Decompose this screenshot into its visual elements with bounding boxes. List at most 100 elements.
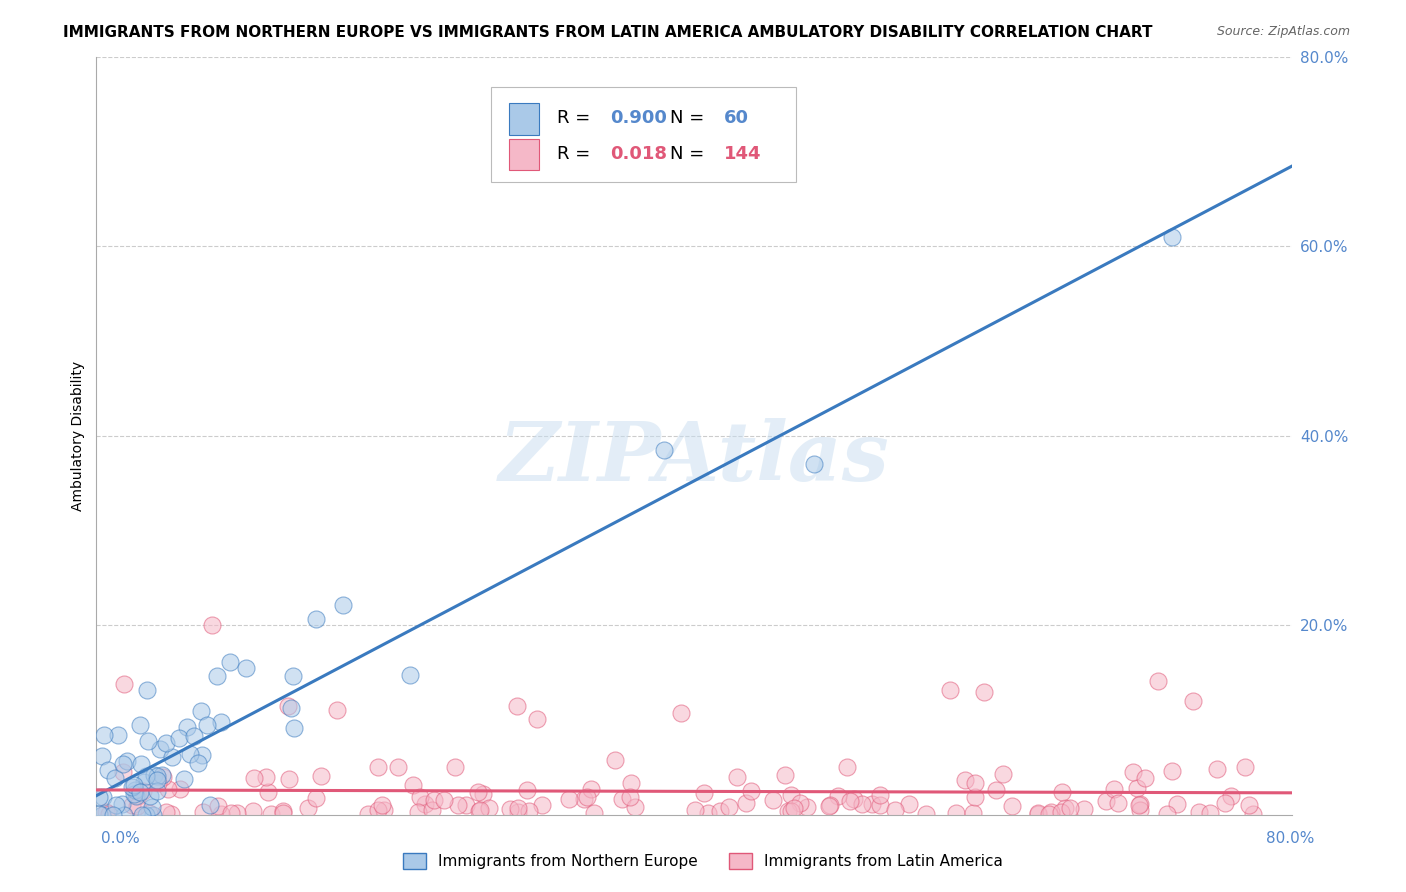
Point <box>697 806 720 821</box>
Point <box>671 706 693 721</box>
Point <box>138 805 160 820</box>
Point <box>129 785 152 799</box>
Point <box>422 793 444 807</box>
Point <box>558 792 581 806</box>
Point <box>838 794 860 808</box>
Point <box>136 733 159 747</box>
Point <box>447 797 470 812</box>
Text: 144: 144 <box>724 145 762 162</box>
Point <box>467 804 489 818</box>
Text: Source: ZipAtlas.com: Source: ZipAtlas.com <box>1216 25 1350 38</box>
Point <box>101 807 124 822</box>
Point <box>1107 796 1129 810</box>
Point <box>773 768 796 782</box>
Point <box>332 599 354 613</box>
Point <box>1241 807 1264 822</box>
Point <box>820 798 842 813</box>
Point <box>652 442 675 457</box>
Point <box>193 805 215 820</box>
Point <box>117 755 139 769</box>
Point <box>297 801 319 815</box>
Point <box>783 801 806 815</box>
Point <box>709 805 731 819</box>
Point <box>176 720 198 734</box>
Point <box>187 756 209 770</box>
Legend: Immigrants from Northern Europe, Immigrants from Latin America: Immigrants from Northern Europe, Immigra… <box>396 847 1010 875</box>
Point <box>762 793 785 807</box>
Point <box>683 803 706 817</box>
Point <box>135 769 157 783</box>
Point <box>953 772 976 787</box>
Point <box>183 729 205 743</box>
Point <box>197 718 219 732</box>
Point <box>851 797 873 812</box>
Point <box>173 772 195 786</box>
Point <box>207 798 229 813</box>
Point <box>371 798 394 813</box>
Point <box>576 789 599 804</box>
Point <box>124 783 146 797</box>
Point <box>142 768 165 782</box>
Text: 0.018: 0.018 <box>610 145 668 162</box>
Point <box>155 805 177 819</box>
Text: 0.900: 0.900 <box>610 109 668 127</box>
Point <box>271 805 294 820</box>
Point <box>869 797 891 812</box>
Point <box>94 805 117 820</box>
Point <box>277 698 299 713</box>
Point <box>91 749 114 764</box>
Point <box>506 801 529 815</box>
Point <box>146 784 169 798</box>
Point <box>778 804 800 818</box>
Point <box>780 804 803 818</box>
Point <box>572 792 595 806</box>
Point <box>107 728 129 742</box>
Point <box>367 760 389 774</box>
Text: R =: R = <box>557 109 596 127</box>
Point <box>150 767 173 781</box>
Point <box>190 704 212 718</box>
Point <box>471 787 494 801</box>
Point <box>1053 800 1076 814</box>
Point <box>209 806 232 821</box>
Point <box>844 792 866 806</box>
Point <box>1160 764 1182 779</box>
Point <box>219 805 242 820</box>
Point <box>467 784 489 798</box>
Point <box>1038 807 1060 822</box>
Point <box>1133 772 1156 786</box>
Point <box>1039 805 1062 819</box>
Point <box>112 807 135 822</box>
Point <box>1220 789 1243 803</box>
Text: R =: R = <box>557 145 596 162</box>
Point <box>111 797 134 811</box>
Text: 0.0%: 0.0% <box>101 831 141 846</box>
Point <box>132 775 155 789</box>
Point <box>478 801 501 815</box>
Point <box>984 783 1007 797</box>
Text: 60: 60 <box>724 109 749 127</box>
Point <box>305 612 328 626</box>
Point <box>256 785 278 799</box>
Point <box>420 803 443 817</box>
Text: ZIPAtlas: ZIPAtlas <box>499 418 890 499</box>
Point <box>1102 782 1125 797</box>
Point <box>259 806 281 821</box>
Point <box>146 769 169 783</box>
Point <box>219 655 242 669</box>
Point <box>725 770 748 784</box>
Point <box>111 756 134 771</box>
Point <box>1156 807 1178 822</box>
Point <box>152 770 174 784</box>
Point <box>201 618 224 632</box>
Point <box>146 776 169 790</box>
Bar <box>509 138 538 170</box>
Point <box>127 799 149 814</box>
Text: 80.0%: 80.0% <box>1267 831 1315 846</box>
Point <box>142 807 165 822</box>
Point <box>1166 797 1188 811</box>
Point <box>1206 762 1229 776</box>
Point <box>271 804 294 818</box>
Point <box>135 682 157 697</box>
Point <box>869 789 891 803</box>
